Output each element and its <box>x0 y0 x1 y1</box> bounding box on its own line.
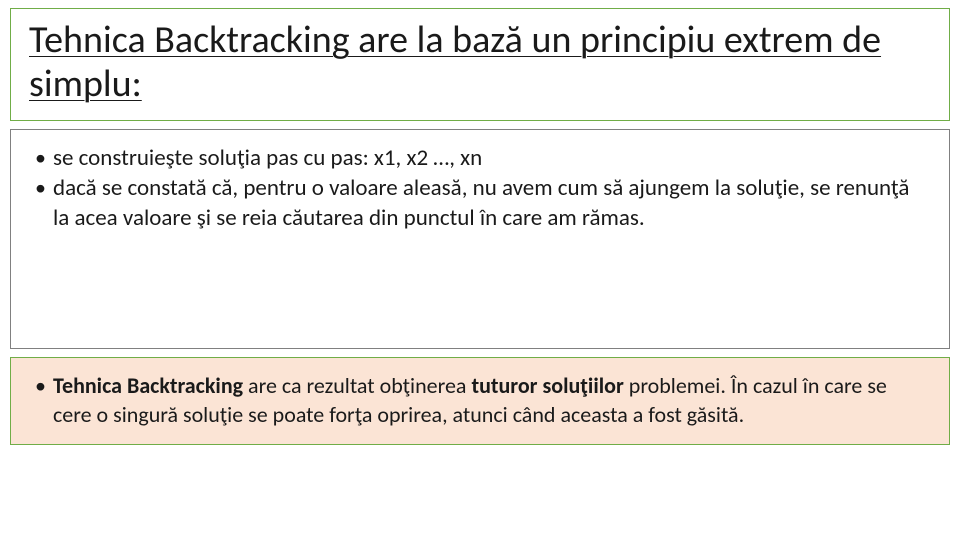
slide: Tehnica Backtracking are la bază un prin… <box>0 0 960 540</box>
body-box: se construieşte soluţia pas cu pas: x1, … <box>10 129 950 349</box>
title-box: Tehnica Backtracking are la bază un prin… <box>10 8 950 121</box>
bullet-item: Tehnica Backtracking are ca rezultat obţ… <box>31 372 929 429</box>
bullet-item: dacă se constată că, pentru o valoare al… <box>31 174 929 234</box>
result-mid: are ca rezultat obţinerea <box>243 372 471 399</box>
result-bold-mid: tuturor soluţiilor <box>471 372 623 399</box>
result-box: Tehnica Backtracking are ca rezultat obţ… <box>10 357 950 444</box>
body-bullets: se construieşte soluţia pas cu pas: x1, … <box>31 144 929 234</box>
bullet-item: se construieşte soluţia pas cu pas: x1, … <box>31 144 929 174</box>
slide-title: Tehnica Backtracking are la bază un prin… <box>29 19 931 106</box>
result-bullets: Tehnica Backtracking are ca rezultat obţ… <box>31 372 929 429</box>
result-bold-lead: Tehnica Backtracking <box>53 372 243 399</box>
